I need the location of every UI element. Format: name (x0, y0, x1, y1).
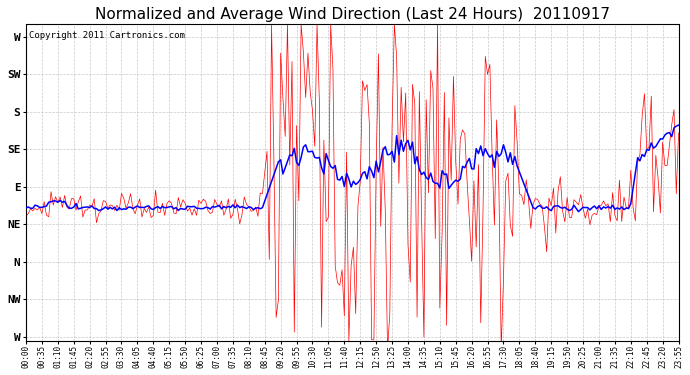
Text: Copyright 2011 Cartronics.com: Copyright 2011 Cartronics.com (29, 31, 185, 40)
Title: Normalized and Average Wind Direction (Last 24 Hours)  20110917: Normalized and Average Wind Direction (L… (95, 7, 610, 22)
